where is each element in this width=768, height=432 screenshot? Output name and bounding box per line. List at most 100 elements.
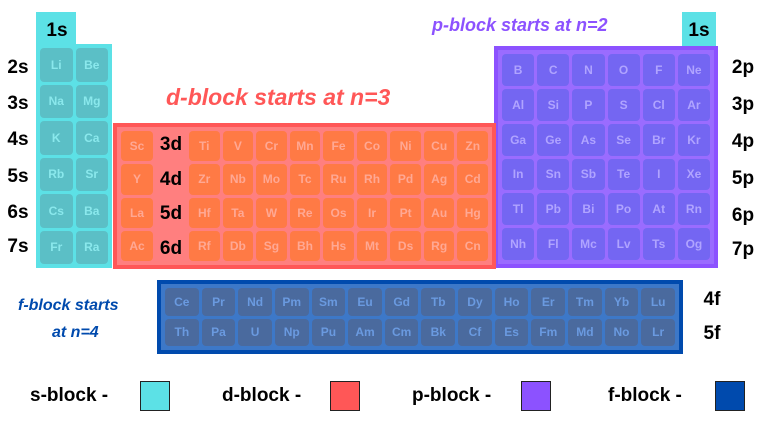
element-cell-fl: Fl bbox=[537, 228, 570, 260]
element-cell-na: Na bbox=[40, 84, 73, 118]
element-cell-ar: Ar bbox=[677, 88, 710, 121]
element-cell-lv: Lv bbox=[607, 228, 640, 260]
p-block-1s-box bbox=[682, 12, 716, 48]
element-cell-ce: Ce bbox=[165, 288, 199, 316]
element-cell-mg: Mg bbox=[75, 84, 108, 118]
element-cell-er: Er bbox=[531, 288, 566, 316]
element-cell-hs: Hs bbox=[323, 230, 354, 261]
element-cell-fr: Fr bbox=[40, 230, 73, 264]
element-cell-og: Og bbox=[677, 228, 710, 260]
legend-swatch-0 bbox=[140, 381, 170, 411]
element-cell-ca: Ca bbox=[75, 121, 108, 155]
element-cell-in: In bbox=[502, 158, 535, 191]
element-cell-lr: Lr bbox=[641, 318, 675, 346]
legend-label-0: s-block - bbox=[30, 385, 109, 406]
element-cell-ho: Ho bbox=[494, 288, 529, 316]
element-cell-sg: Sg bbox=[256, 230, 287, 261]
legend-label-2: p-block - bbox=[412, 385, 492, 406]
element-cell-db: Db bbox=[222, 230, 254, 261]
element-cell-li: Li bbox=[40, 48, 73, 82]
element-cell-ge: Ge bbox=[537, 123, 570, 156]
element-cell-rn: Rn bbox=[677, 193, 710, 226]
element-cell-bh: Bh bbox=[289, 230, 321, 261]
element-cell-th: Th bbox=[165, 318, 199, 346]
element-cell-cm: Cm bbox=[384, 318, 419, 346]
element-cell-b: B bbox=[502, 54, 535, 86]
p-orbital-label-3p: 3p bbox=[731, 94, 755, 115]
element-cell-se: Se bbox=[607, 123, 640, 156]
element-cell-np: Np bbox=[274, 318, 309, 346]
element-cell-cr: Cr bbox=[256, 131, 287, 162]
d-block: Sc Ti V Cr Mn Fe Co Ni Cu Zn Y Zr Nb Mo Tc Ru Rh Pd Ag Cd La… bbox=[113, 123, 496, 269]
element-cell-sn: Sn bbox=[537, 158, 570, 191]
legend-swatch-3 bbox=[715, 381, 745, 411]
legend-label-3: f-block - bbox=[608, 385, 682, 406]
p-orbital-label-2p: 2p bbox=[731, 57, 755, 78]
element-cell-hg: Hg bbox=[457, 197, 488, 228]
element-cell-tb: Tb bbox=[421, 288, 456, 316]
element-cell-eu: Eu bbox=[348, 288, 382, 316]
s-orbital-label-6s: 6s bbox=[7, 202, 29, 223]
element-cell-br: Br bbox=[642, 123, 675, 156]
element-cell-ta: Ta bbox=[222, 197, 254, 228]
element-cell-au: Au bbox=[423, 197, 455, 228]
s-block-1s-box bbox=[36, 12, 76, 48]
element-cell-n: N bbox=[572, 54, 605, 86]
element-cell-sm: Sm bbox=[311, 288, 346, 316]
element-cell-pr: Pr bbox=[201, 288, 236, 316]
element-cell-cl: Cl bbox=[642, 88, 675, 121]
d-orbital-label-6d: 6d bbox=[159, 238, 183, 259]
element-cell-kr: Kr bbox=[677, 123, 710, 156]
element-cell-la: La bbox=[121, 197, 153, 228]
element-cell-ac: Ac bbox=[121, 230, 153, 261]
element-cell-sb: Sb bbox=[572, 158, 605, 191]
f-orbital-label-5f: 5f bbox=[703, 323, 721, 344]
element-cell-tl: Tl bbox=[502, 193, 535, 226]
p-block: B C N O F Ne Al Si P S Cl Ar Ga Ge As Se Br Kr In Sn Sb Te I Xe… bbox=[494, 46, 718, 268]
element-cell-gd: Gd bbox=[384, 288, 419, 316]
s-orbital-label-3s: 3s bbox=[7, 93, 29, 114]
element-cell-cf: Cf bbox=[458, 318, 492, 346]
p-orbital-label-7p: 7p bbox=[731, 239, 755, 260]
element-cell-w: W bbox=[256, 197, 287, 228]
element-cell-yb: Yb bbox=[604, 288, 639, 316]
element-cell-sr: Sr bbox=[75, 157, 108, 191]
element-cell-hf: Hf bbox=[189, 197, 220, 228]
element-cell-ag: Ag bbox=[423, 164, 455, 195]
s-block-1s-label: 1s bbox=[46, 20, 68, 41]
element-cell-ba: Ba bbox=[75, 194, 108, 228]
element-cell-be: Be bbox=[75, 48, 108, 82]
element-cell-as: As bbox=[572, 123, 605, 156]
element-cell-ir: Ir bbox=[356, 197, 388, 228]
element-cell-ra: Ra bbox=[75, 230, 108, 264]
element-cell-at: At bbox=[642, 193, 675, 226]
legend-swatch-1 bbox=[330, 381, 360, 411]
element-cell-bi: Bi bbox=[572, 193, 605, 226]
s-orbital-label-4s: 4s bbox=[7, 129, 29, 150]
p-orbital-label-5p: 5p bbox=[731, 168, 755, 189]
element-cell-fe: Fe bbox=[323, 131, 354, 162]
d-block-title: d-block starts at n=3 bbox=[166, 84, 391, 110]
element-cell-ts: Ts bbox=[642, 228, 675, 260]
element-cell-al: Al bbox=[502, 88, 535, 121]
element-cell-dy: Dy bbox=[458, 288, 492, 316]
element-cell-fm: Fm bbox=[531, 318, 566, 346]
element-cell-v: V bbox=[222, 131, 254, 162]
element-cell-am: Am bbox=[348, 318, 382, 346]
element-cell-pa: Pa bbox=[201, 318, 236, 346]
element-cell-md: Md bbox=[568, 318, 602, 346]
legend-label-1: d-block - bbox=[222, 385, 302, 406]
element-cell-ne: Ne bbox=[677, 54, 710, 86]
element-cell-y: Y bbox=[121, 164, 153, 195]
s-block: Li Be Na Mg K Ca Rb Sr Cs Ba Fr Ra bbox=[36, 44, 112, 268]
element-cell-rf: Rf bbox=[189, 230, 220, 261]
d-orbital-label-4d: 4d bbox=[159, 169, 183, 190]
element-cell-si: Si bbox=[537, 88, 570, 121]
element-cell-zn: Zn bbox=[457, 131, 488, 162]
legend-swatch-2 bbox=[521, 381, 551, 411]
element-cell-u: U bbox=[238, 318, 272, 346]
element-cell-zr: Zr bbox=[189, 164, 220, 195]
element-cell-ru: Ru bbox=[323, 164, 354, 195]
element-cell-pm: Pm bbox=[274, 288, 309, 316]
